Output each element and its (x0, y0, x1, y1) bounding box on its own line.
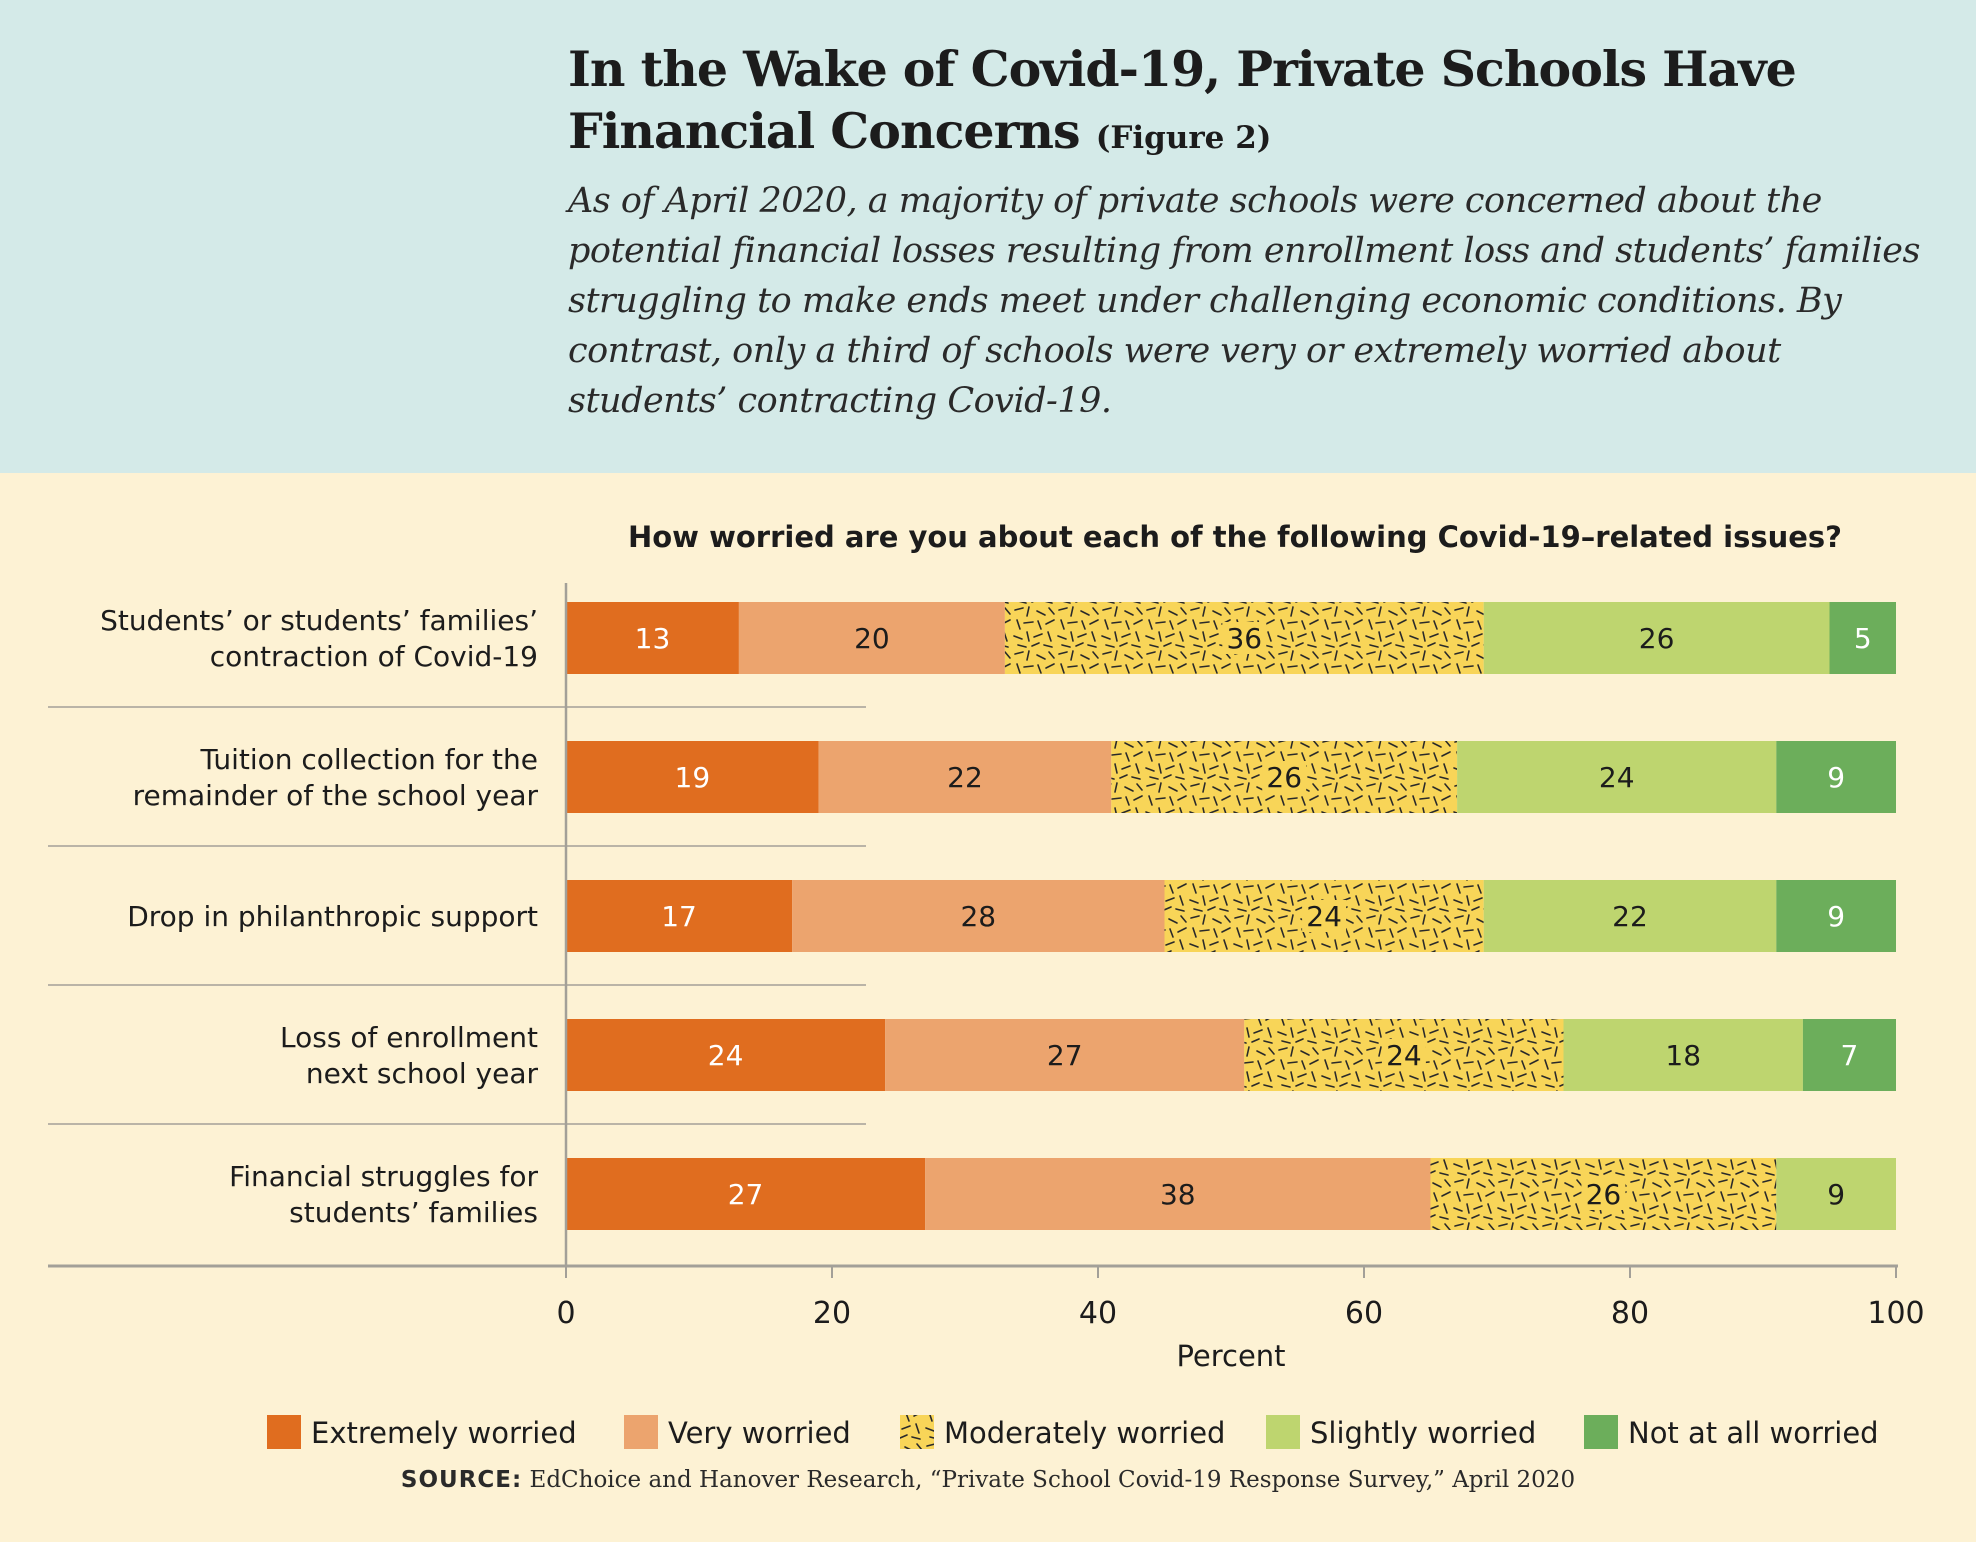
data-label-backdrop (1222, 622, 1267, 654)
x-tick-label: 80 (1611, 1296, 1649, 1331)
data-label: 7 (1841, 1039, 1859, 1072)
row-separators (48, 706, 866, 1125)
bar-segment-extremely-worried (566, 880, 793, 952)
data-label: 5 (1854, 622, 1872, 655)
category-labels: Students’ or students’ families’ contract… (100, 604, 538, 1229)
legend-label: Extremely worried (311, 1416, 577, 1450)
data-label: 36 (1226, 622, 1262, 655)
bar-segment-not-at-all-worried (1802, 1019, 1896, 1091)
bar-segment-slightly-worried (1483, 602, 1830, 674)
data-label: 24 (1386, 1039, 1422, 1072)
source-text: EdChoice and Hanover Research, “Private … (529, 1467, 1576, 1493)
data-label: 19 (675, 761, 711, 794)
category-label: Students’ or students’ families’ contract… (100, 604, 538, 673)
bar-segment-slightly-worried (1457, 741, 1777, 813)
source-note: SOURCE: EdChoice and Hanover Research, “… (0, 1467, 1976, 1493)
data-label: 28 (960, 900, 996, 933)
stacked-bar-chart: How worried are you about each of the fo… (48, 520, 1925, 1450)
bar-segment-not-at-all-worried (1776, 741, 1896, 813)
bar-segment-extremely-worried (566, 1019, 886, 1091)
bar-segment-very-worried (738, 602, 1005, 674)
data-label: 27 (728, 1178, 764, 1211)
bar-segment-not-at-all-worried (1776, 880, 1896, 952)
legend-label: Slightly worried (1310, 1416, 1536, 1450)
data-label: 9 (1827, 761, 1845, 794)
category-label-line: Drop in philanthropic support (127, 900, 538, 933)
data-label-backdrop (1381, 1039, 1426, 1071)
data-label: 22 (1612, 900, 1648, 933)
data-label: 27 (1047, 1039, 1083, 1072)
x-tick-label: 0 (556, 1296, 575, 1331)
data-label: 26 (1586, 1178, 1622, 1211)
x-tick-label: 100 (1867, 1296, 1924, 1331)
category-label: Loss of enrollment next school year (280, 1021, 538, 1090)
data-label: 9 (1827, 1178, 1845, 1211)
data-label: 9 (1827, 900, 1845, 933)
category-label-line: next school year (306, 1057, 539, 1090)
figure-label: (Figure 2) (1095, 120, 1272, 156)
x-tick-label: 20 (813, 1296, 851, 1331)
category-label-line: Financial struggles for (229, 1160, 538, 1193)
bar-segment-extremely-worried (566, 602, 739, 674)
source-label: SOURCE: (400, 1467, 523, 1493)
bar-segment-very-worried (818, 741, 1112, 813)
bar-segment-slightly-worried (1776, 1158, 1896, 1230)
bar-segment-slightly-worried (1563, 1019, 1803, 1091)
bar-segment-slightly-worried (1483, 880, 1777, 952)
bar-segment-very-worried (925, 1158, 1431, 1230)
category-label-line: remainder of the school year (133, 779, 539, 812)
category-label: Financial struggles for students’ familie… (229, 1160, 538, 1229)
legend-swatch-not-at-all-worried (1584, 1415, 1618, 1449)
x-tick-label: 40 (1079, 1296, 1117, 1331)
legend: Extremely worried Very worried Moderately … (267, 1415, 1879, 1450)
data-label-backdrop (1302, 900, 1347, 932)
chart-question: How worried are you about each of the fo… (628, 520, 1842, 554)
category-label-line: Students’ or students’ families’ (100, 604, 538, 637)
data-label-backdrop (1262, 761, 1307, 793)
chart-subtitle: As of April 2020, a majority of private … (568, 181, 1920, 421)
legend-label: Moderately worried (944, 1416, 1225, 1450)
legend-swatch-slightly-worried (1266, 1415, 1300, 1449)
data-label: 13 (635, 622, 671, 655)
data-label: 26 (1639, 622, 1675, 655)
data-label: 38 (1160, 1178, 1196, 1211)
bar-segment-extremely-worried (566, 741, 819, 813)
category-label-line: Loss of enrollment (280, 1021, 538, 1054)
category-label: Drop in philanthropic support (127, 900, 538, 933)
data-label: 17 (661, 900, 697, 933)
x-axis-label: Percent (1176, 1339, 1285, 1373)
category-label-line: students’ families (289, 1196, 538, 1229)
category-label-line: Tuition collection for the (199, 743, 538, 776)
legend-swatch-extremely-worried (267, 1415, 301, 1449)
legend-swatch-very-worried (624, 1415, 658, 1449)
bar-segment-very-worried (792, 880, 1165, 952)
data-label-backdrop (1581, 1178, 1626, 1210)
chart-title-text: In the Wake of Covid-19, Private Schools… (568, 40, 1797, 160)
header-panel: In the Wake of Covid-19, Private Schools… (0, 0, 1976, 473)
data-label: 22 (947, 761, 983, 794)
legend-swatch-moderately-worried (900, 1415, 934, 1449)
data-label: 18 (1665, 1039, 1701, 1072)
category-label: Tuition collection for the remainder of t… (133, 743, 539, 812)
chart-title: In the Wake of Covid-19, Private Schools… (568, 38, 1908, 169)
x-axis: 0 20 40 60 80 100 Percent (48, 583, 1925, 1373)
legend-label: Not at all worried (1628, 1416, 1879, 1450)
legend-label: Very worried (668, 1416, 851, 1450)
data-label: 20 (854, 622, 890, 655)
data-label: 24 (708, 1039, 744, 1072)
x-tick-label: 60 (1345, 1296, 1383, 1331)
bars-layer: 13 20 36 26 5 19 22 26 24 9 17 28 24 22 9 24 27 24 18 7 27 38… (566, 602, 1896, 1230)
data-label: 24 (1306, 900, 1342, 933)
bar-segment-extremely-worried (566, 1158, 926, 1230)
bar-segment-very-worried (885, 1019, 1245, 1091)
category-label-line: contraction of Covid-19 (210, 640, 538, 673)
data-label: 24 (1599, 761, 1635, 794)
data-label: 26 (1266, 761, 1302, 794)
bar-segment-not-at-all-worried (1829, 602, 1896, 674)
